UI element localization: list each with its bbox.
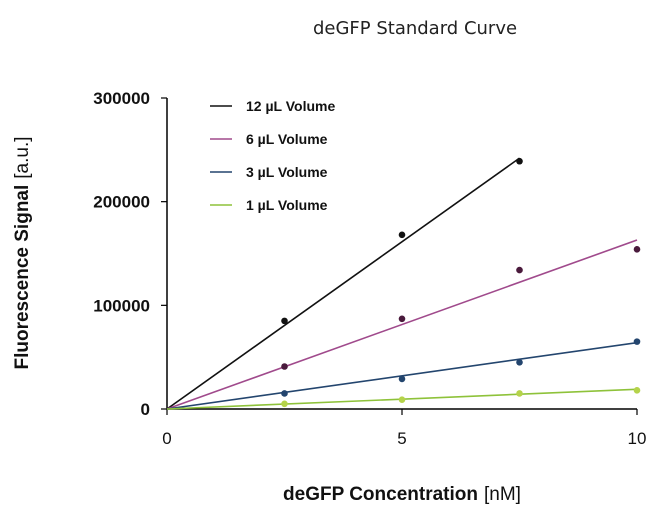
data-point: [281, 400, 288, 408]
legend-label: 12 µL Volume: [246, 98, 335, 114]
x-axis-label: deGFP Concentration [nM]: [283, 484, 521, 505]
y-tick-label: 100000: [93, 296, 150, 315]
y-axis-label: Fluorescence Signal [a.u.]: [12, 136, 33, 369]
ticks: 0 5 10 0 100000 200000 300000: [93, 89, 646, 448]
data-points: [281, 157, 641, 408]
x-axis-label-unit: [nM]: [484, 484, 521, 505]
legend: 12 µL Volume 6 µL Volume 3 µL Volume 1 µL V…: [210, 98, 335, 213]
data-point: [516, 359, 523, 366]
y-tick-label: 300000: [93, 89, 150, 108]
y-tick-label: 200000: [93, 193, 150, 212]
data-point: [516, 157, 523, 165]
data-point: [633, 246, 641, 253]
data-point: [398, 231, 406, 239]
fit-line: [166, 239, 638, 410]
data-point: [633, 338, 641, 345]
legend-label: 3 µL Volume: [246, 164, 328, 180]
data-point: [281, 363, 288, 370]
data-point: [398, 315, 406, 323]
x-tick-label: 5: [397, 429, 406, 448]
y-tick-label: 0: [141, 400, 150, 419]
data-point: [281, 317, 288, 325]
legend-label: 1 µL Volume: [246, 197, 328, 213]
legend-label: 6 µL Volume: [246, 131, 328, 147]
axes: [166, 98, 637, 410]
fit-line: [166, 157, 520, 410]
data-point: [516, 390, 523, 397]
x-tick-label: 10: [628, 429, 647, 448]
x-axis-label-main: deGFP Concentration: [283, 484, 478, 505]
chart-title: deGFP Standard Curve: [313, 18, 517, 39]
data-point: [633, 387, 641, 394]
fit-lines: [166, 157, 638, 410]
data-point: [281, 390, 288, 397]
data-point: [398, 396, 406, 403]
y-axis-label-unit: [a.u.]: [12, 136, 33, 178]
data-point: [516, 266, 523, 274]
x-tick-label: 0: [162, 429, 171, 448]
data-point: [398, 375, 406, 383]
y-axis-label-main: Fluorescence Signal: [12, 185, 33, 370]
